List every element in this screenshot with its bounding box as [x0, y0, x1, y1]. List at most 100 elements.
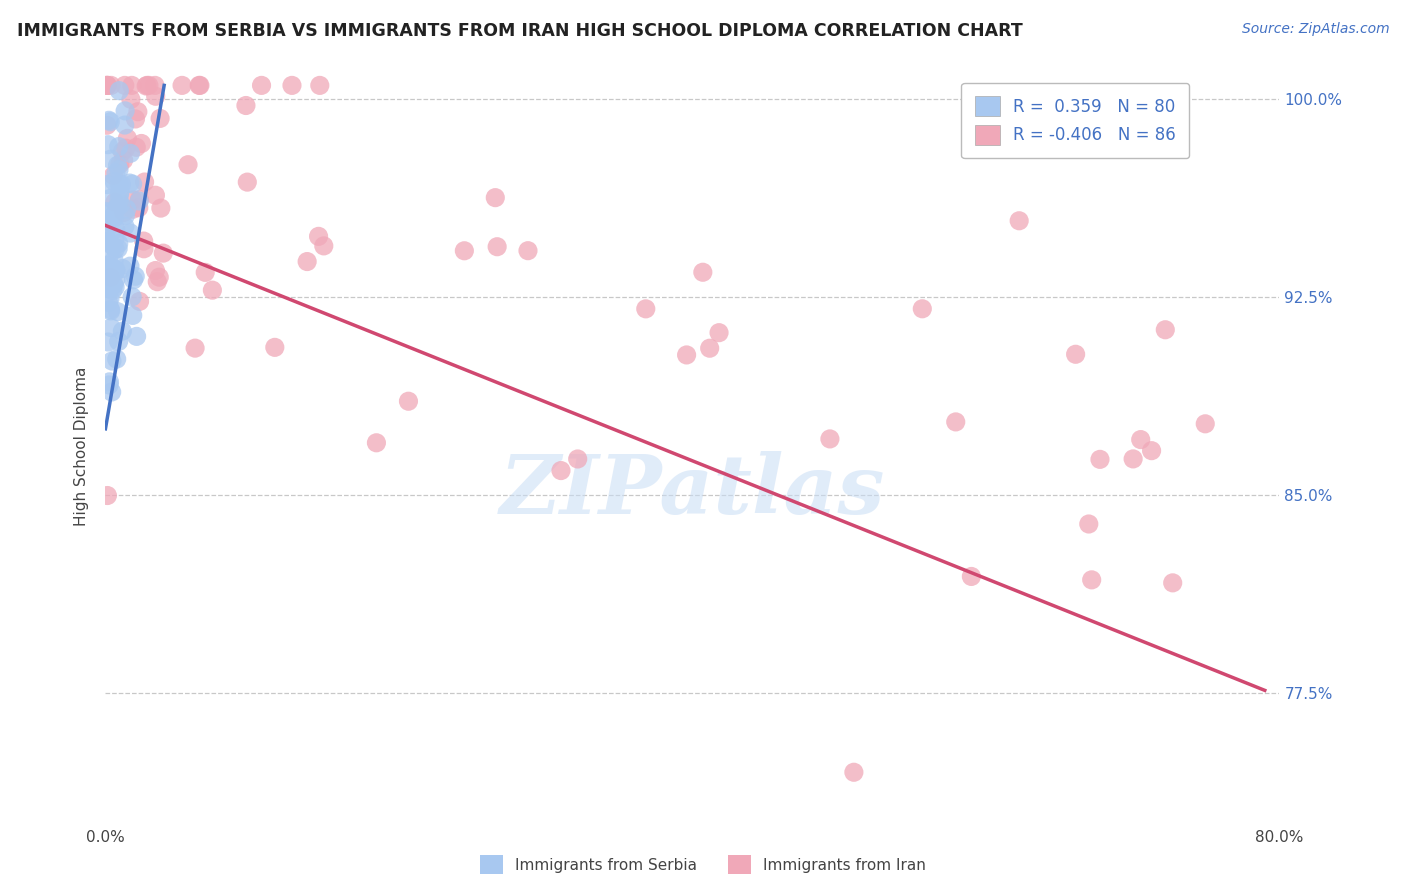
Point [145, 89, 167, 103]
Point [98, 375, 121, 389]
Point [115, 202, 138, 216]
Point [105, 352, 128, 367]
Point [114, 209, 136, 223]
Point [108, 185, 131, 199]
Point [107, 236, 129, 251]
Point [111, 145, 134, 159]
Point [97, 277, 120, 292]
Point [100, 78, 122, 93]
Point [96, 78, 118, 93]
Point [105, 262, 128, 277]
Point [100, 320, 122, 334]
Point [250, 78, 273, 93]
Point [96, 78, 118, 93]
Point [97, 113, 120, 128]
Point [281, 78, 304, 93]
Point [104, 166, 127, 180]
Point [120, 92, 142, 106]
Point [100, 152, 122, 166]
Point [110, 197, 132, 211]
Point [98, 263, 121, 277]
Point [1008, 213, 1031, 227]
Point [484, 191, 506, 205]
Point [98, 292, 121, 306]
Y-axis label: High School Diploma: High School Diploma [75, 367, 90, 525]
Point [453, 244, 475, 258]
Point [97, 214, 120, 228]
Point [308, 78, 330, 93]
Point [699, 341, 721, 355]
Point [135, 78, 157, 93]
Point [108, 187, 131, 202]
Point [128, 201, 150, 215]
Point [124, 112, 146, 126]
Point [104, 242, 127, 256]
Point [634, 301, 657, 316]
Point [104, 264, 127, 278]
Point [960, 569, 983, 583]
Point [132, 234, 155, 248]
Text: IMMIGRANTS FROM SERBIA VS IMMIGRANTS FROM IRAN HIGH SCHOOL DIPLOMA CORRELATION C: IMMIGRANTS FROM SERBIA VS IMMIGRANTS FRO… [17, 22, 1022, 40]
Point [121, 78, 143, 93]
Point [121, 202, 143, 217]
Point [138, 78, 160, 93]
Point [1088, 452, 1111, 467]
Point [107, 304, 129, 318]
Point [107, 158, 129, 172]
Point [100, 280, 122, 294]
Point [101, 238, 124, 252]
Point [101, 204, 124, 219]
Point [132, 242, 155, 256]
Point [188, 78, 211, 93]
Point [97, 137, 120, 152]
Point [567, 452, 589, 467]
Point [111, 324, 134, 338]
Point [121, 290, 143, 304]
Point [1161, 575, 1184, 590]
Point [114, 219, 136, 234]
Point [149, 201, 172, 215]
Point [235, 98, 257, 112]
Point [945, 415, 967, 429]
Point [263, 340, 285, 354]
Point [148, 270, 170, 285]
Point [104, 195, 127, 210]
Point [308, 229, 330, 244]
Point [128, 193, 150, 207]
Point [145, 188, 167, 202]
Point [94, 204, 117, 219]
Point [177, 158, 200, 172]
Point [97, 295, 120, 310]
Point [98, 247, 121, 261]
Point [145, 263, 167, 277]
Point [96, 178, 118, 192]
Point [117, 131, 139, 145]
Point [1154, 323, 1177, 337]
Point [124, 269, 146, 284]
Point [146, 275, 169, 289]
Point [104, 232, 127, 246]
Point [103, 277, 125, 292]
Point [100, 191, 122, 205]
Point [114, 141, 136, 155]
Point [96, 489, 118, 503]
Point [1129, 433, 1152, 447]
Point [675, 348, 697, 362]
Point [100, 304, 122, 318]
Legend: Immigrants from Serbia, Immigrants from Iran: Immigrants from Serbia, Immigrants from … [474, 849, 932, 880]
Point [96, 265, 118, 279]
Point [1080, 573, 1102, 587]
Point [550, 464, 572, 478]
Point [125, 140, 148, 154]
Point [131, 136, 153, 151]
Point [104, 222, 127, 236]
Point [120, 226, 142, 240]
Point [98, 378, 121, 392]
Point [188, 78, 211, 93]
Point [105, 201, 128, 215]
Point [312, 239, 335, 253]
Point [105, 272, 128, 286]
Point [1194, 417, 1216, 431]
Point [107, 242, 129, 256]
Point [398, 394, 420, 409]
